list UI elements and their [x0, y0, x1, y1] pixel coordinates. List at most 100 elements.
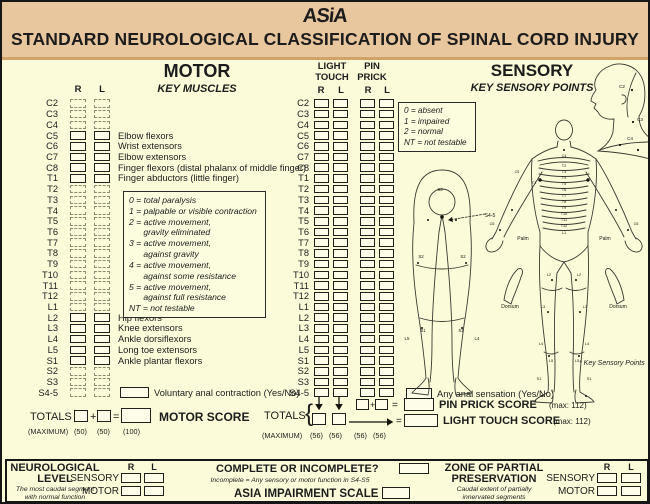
sensory-score-box[interactable]: [379, 184, 394, 194]
sensory-score-box[interactable]: [333, 141, 348, 151]
motor-score-box[interactable]: [70, 195, 86, 205]
motor-score-box[interactable]: [70, 184, 86, 194]
pp-total-left-box[interactable]: [375, 399, 388, 410]
motor-score-box[interactable]: [94, 238, 110, 247]
sensory-score-box[interactable]: [360, 367, 375, 376]
motor-score-box[interactable]: [94, 313, 110, 323]
sensory-score-box[interactable]: [379, 238, 394, 247]
sensory-score-box[interactable]: [333, 259, 348, 269]
sensory-score-box[interactable]: [314, 120, 329, 130]
sensory-score-box[interactable]: [360, 206, 375, 215]
sensory-score-box[interactable]: [333, 120, 348, 130]
motor-score-box[interactable]: [70, 152, 86, 162]
sensory-score-box[interactable]: [379, 324, 394, 333]
motor-score-box[interactable]: [70, 259, 86, 269]
sensory-score-box[interactable]: [333, 184, 348, 194]
motor-score-total-box[interactable]: [121, 408, 151, 423]
sensory-score-box[interactable]: [360, 99, 375, 108]
motor-score-box[interactable]: [94, 141, 110, 151]
sensory-score-box[interactable]: [333, 195, 348, 205]
asia-impairment-scale-box[interactable]: [382, 487, 410, 499]
sensory-score-box[interactable]: [314, 141, 329, 151]
sensory-score-box[interactable]: [379, 313, 394, 323]
sensory-score-box[interactable]: [314, 109, 329, 119]
nl-motor-left-box[interactable]: [144, 485, 164, 496]
motor-score-box[interactable]: [94, 388, 110, 398]
sensory-score-box[interactable]: [314, 334, 329, 344]
motor-score-box[interactable]: [70, 313, 86, 323]
sensory-score-box[interactable]: [360, 163, 375, 172]
zpp-motor-left-box[interactable]: [621, 485, 641, 496]
sensory-score-box[interactable]: [379, 174, 394, 183]
motor-score-box[interactable]: [70, 270, 86, 280]
motor-total-right-box[interactable]: [74, 410, 88, 422]
nl-sensory-right-box[interactable]: [121, 472, 141, 483]
motor-score-box[interactable]: [94, 281, 110, 290]
sensory-score-box[interactable]: [360, 270, 375, 280]
sensory-score-box[interactable]: [379, 163, 394, 172]
sensory-score-box[interactable]: [314, 345, 329, 355]
sensory-score-box[interactable]: [333, 249, 348, 258]
sensory-score-box[interactable]: [314, 302, 329, 312]
motor-score-box[interactable]: [70, 216, 86, 226]
sensory-score-box[interactable]: [314, 281, 329, 290]
motor-score-box[interactable]: [70, 120, 86, 130]
light-touch-score-box[interactable]: [404, 414, 438, 427]
sensory-score-box[interactable]: [314, 249, 329, 258]
sensory-score-box[interactable]: [333, 206, 348, 215]
motor-score-box[interactable]: [94, 345, 110, 355]
sensory-score-box[interactable]: [360, 184, 375, 194]
zpp-sensory-right-box[interactable]: [597, 472, 617, 483]
sensory-score-box[interactable]: [314, 99, 329, 108]
sensory-score-box[interactable]: [379, 270, 394, 280]
sensory-score-box[interactable]: [314, 377, 329, 387]
motor-score-box[interactable]: [94, 356, 110, 365]
sensory-score-box[interactable]: [314, 131, 329, 140]
motor-score-box[interactable]: [70, 141, 86, 151]
motor-score-box[interactable]: [70, 109, 86, 119]
sensory-score-box[interactable]: [333, 174, 348, 183]
sensory-score-box[interactable]: [314, 388, 329, 398]
motor-score-box[interactable]: [70, 163, 86, 172]
sensory-score-box[interactable]: [360, 292, 375, 301]
motor-score-box[interactable]: [70, 367, 86, 376]
sensory-score-box[interactable]: [360, 324, 375, 333]
sensory-score-box[interactable]: [314, 206, 329, 215]
sensory-score-box[interactable]: [360, 334, 375, 344]
sensory-score-box[interactable]: [333, 302, 348, 312]
sensory-score-box[interactable]: [333, 345, 348, 355]
sensory-score-box[interactable]: [360, 313, 375, 323]
sensory-score-box[interactable]: [333, 388, 348, 398]
sensory-score-box[interactable]: [314, 270, 329, 280]
sensory-score-box[interactable]: [379, 120, 394, 130]
motor-score-box[interactable]: [94, 302, 110, 312]
sensory-score-box[interactable]: [379, 356, 394, 365]
sensory-score-box[interactable]: [379, 377, 394, 387]
sensory-score-box[interactable]: [360, 249, 375, 258]
sensory-score-box[interactable]: [314, 174, 329, 183]
voluntary-anal-contraction-box[interactable]: [120, 387, 149, 398]
motor-score-box[interactable]: [94, 152, 110, 162]
sensory-score-box[interactable]: [360, 216, 375, 226]
motor-score-box[interactable]: [94, 249, 110, 258]
motor-score-box[interactable]: [70, 345, 86, 355]
sensory-score-box[interactable]: [360, 131, 375, 140]
sensory-score-box[interactable]: [333, 152, 348, 162]
motor-score-box[interactable]: [94, 120, 110, 130]
motor-score-box[interactable]: [94, 184, 110, 194]
sensory-score-box[interactable]: [379, 109, 394, 119]
motor-score-box[interactable]: [70, 174, 86, 183]
motor-score-box[interactable]: [94, 174, 110, 183]
sensory-score-box[interactable]: [314, 227, 329, 237]
sensory-score-box[interactable]: [333, 131, 348, 140]
sensory-score-box[interactable]: [360, 152, 375, 162]
pin-prick-score-box[interactable]: [404, 398, 434, 411]
motor-score-box[interactable]: [94, 216, 110, 226]
motor-score-box[interactable]: [94, 131, 110, 140]
zpp-sensory-left-box[interactable]: [621, 472, 641, 483]
motor-score-box[interactable]: [94, 367, 110, 376]
nl-motor-right-box[interactable]: [121, 485, 141, 496]
sensory-score-box[interactable]: [314, 292, 329, 301]
sensory-score-box[interactable]: [379, 259, 394, 269]
sensory-score-box[interactable]: [360, 259, 375, 269]
